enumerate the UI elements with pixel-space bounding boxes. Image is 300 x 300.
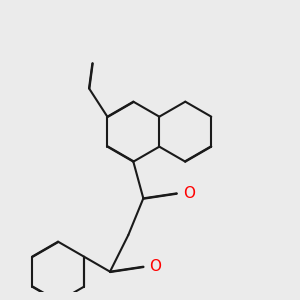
- Text: O: O: [149, 259, 161, 274]
- Text: O: O: [183, 186, 195, 201]
